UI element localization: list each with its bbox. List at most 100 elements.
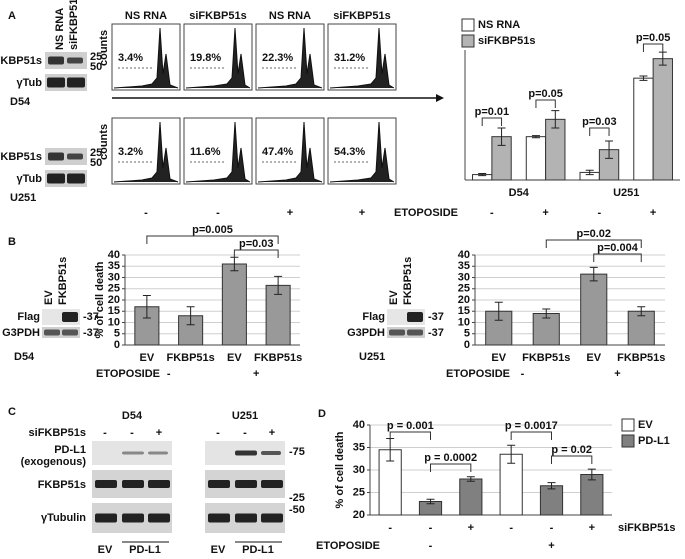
x-tick-label: + xyxy=(589,522,595,534)
hist-percent: 22.3% xyxy=(262,52,293,64)
mw-marker: -37 xyxy=(83,327,99,339)
x-tick-label: - xyxy=(550,522,554,534)
p-value: p = 0.001 xyxy=(387,420,434,432)
p-value: p=0.03 xyxy=(239,238,274,250)
hist-trace xyxy=(113,121,179,183)
mw-marker: 50 xyxy=(90,157,102,169)
blot xyxy=(42,327,80,338)
bar xyxy=(633,77,654,181)
mw-marker: -50 xyxy=(289,504,305,516)
blot-band xyxy=(95,513,117,523)
x-tick-label: - xyxy=(490,207,494,219)
hist-title: NS RNA xyxy=(269,10,311,22)
group-axis-label: ETOPOSIDE xyxy=(96,368,160,380)
blot-label: γTub xyxy=(17,173,43,185)
etoposide-sign: - xyxy=(216,207,220,219)
blot-band xyxy=(62,329,78,336)
p-value: p=0.05 xyxy=(528,88,563,100)
blot-label: PD-L1 xyxy=(54,444,86,456)
bar xyxy=(580,273,608,346)
panel-letter: D xyxy=(318,408,326,420)
hist-trace xyxy=(329,121,395,183)
mw-marker: 50 xyxy=(90,61,102,73)
y-tick-label: 15 xyxy=(458,305,470,317)
blot-label: FKBP51s xyxy=(0,55,42,67)
cell-line: U251 xyxy=(232,410,258,422)
lane-label: PD-L1 xyxy=(242,544,274,556)
y-tick-label: 15 xyxy=(108,305,120,317)
x-tick-label: FKBP51s xyxy=(522,352,570,364)
sign: - xyxy=(103,427,107,439)
lane-label: EV xyxy=(98,544,113,556)
blot-label: G3PDH xyxy=(347,327,385,339)
x-tick-label: + xyxy=(468,522,474,534)
blot-label: G3PDH xyxy=(2,327,40,339)
blot-band xyxy=(235,450,257,456)
panel-letter: B xyxy=(8,236,16,248)
p-value: p = 0.02 xyxy=(551,444,592,456)
error-bar xyxy=(542,308,551,319)
cell-line: U251 xyxy=(10,192,36,204)
blot-band xyxy=(261,513,283,523)
y-tick-label: 20 xyxy=(108,294,120,306)
hist-trace xyxy=(257,121,323,183)
y-tick-label: 10 xyxy=(108,316,120,328)
blot-label: Flag xyxy=(17,311,40,323)
error-bar xyxy=(639,75,648,81)
cell-line: D54 xyxy=(122,410,143,422)
legend-swatch xyxy=(461,18,475,32)
mw-marker: -37 xyxy=(428,327,444,339)
group-label: + xyxy=(614,368,620,380)
x-tick-label: EV xyxy=(227,352,242,364)
error-bar xyxy=(494,301,503,321)
blot-label: FKBP51s xyxy=(38,479,86,491)
x-tick-label: EV xyxy=(140,352,155,364)
mw-marker: 25 xyxy=(90,51,102,63)
y-tick-label: 40 xyxy=(458,249,470,261)
hist-trace xyxy=(185,121,251,183)
hist-title: NS RNA xyxy=(125,10,167,22)
significance-bracket xyxy=(146,235,279,244)
blot xyxy=(45,148,87,165)
significance-bracket xyxy=(642,43,664,52)
error-bar xyxy=(589,266,598,282)
blot-band xyxy=(407,329,423,336)
blot-band xyxy=(235,480,257,488)
lane-label: EV xyxy=(43,290,55,305)
error-bar xyxy=(274,275,283,295)
hist-trace xyxy=(257,27,323,89)
bar xyxy=(459,478,483,516)
legend-swatch xyxy=(621,434,635,448)
hist-percent: 3.4% xyxy=(118,52,143,64)
group-label: + xyxy=(253,368,259,380)
x-tick-label: - xyxy=(509,522,513,534)
y-tick-label: 10 xyxy=(458,316,470,328)
significance-bracket xyxy=(589,127,610,136)
legend-label: siFKBP51s xyxy=(478,35,535,47)
significance-bracket xyxy=(389,431,431,440)
hist-percent: 3.2% xyxy=(118,146,143,158)
significance-bracket xyxy=(551,455,593,464)
blot-band xyxy=(122,513,144,523)
y-tick-label: 35 xyxy=(353,441,365,453)
error-bar xyxy=(637,306,646,317)
hist-y-label: counts xyxy=(98,30,110,66)
blot-band xyxy=(261,451,281,455)
mw-marker: -25 xyxy=(289,492,305,504)
lane-label: PD-L1 xyxy=(129,544,161,556)
error-bar xyxy=(585,169,594,176)
arrow-head xyxy=(436,94,444,102)
bar xyxy=(627,310,655,346)
cell-line: D54 xyxy=(14,351,35,363)
blot-band xyxy=(62,312,78,322)
blot-label: γTub xyxy=(17,77,43,89)
etoposide-sign: + xyxy=(287,207,293,219)
group-label: - xyxy=(167,368,171,380)
x-tick-label: - xyxy=(388,522,392,534)
group-axis-label: ETOPOSIDE xyxy=(316,540,380,552)
blot-band xyxy=(208,480,230,488)
x-tick-label: EV xyxy=(491,352,506,364)
lane-label: NS RNA xyxy=(54,8,66,50)
blot-band xyxy=(261,480,283,488)
p-value: p=0.004 xyxy=(597,242,639,254)
